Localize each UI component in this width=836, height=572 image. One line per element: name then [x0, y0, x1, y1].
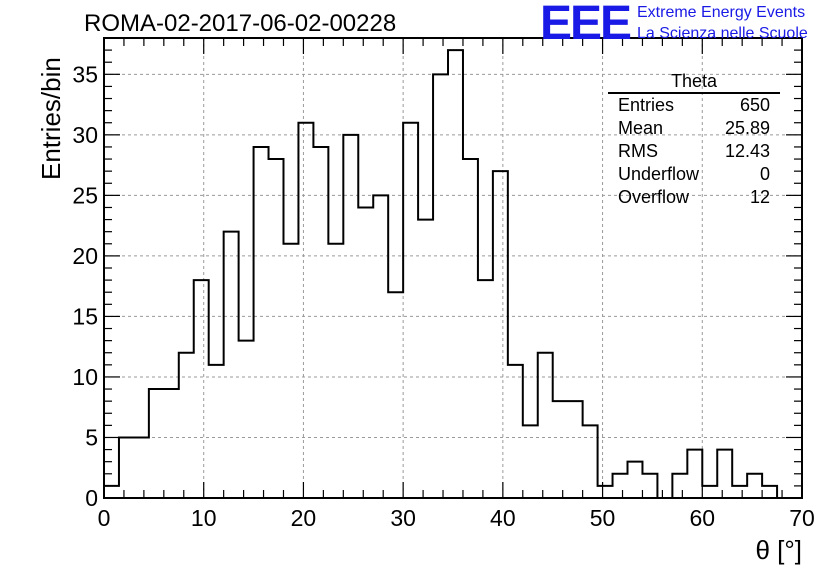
eee-logo: EEE Extreme Energy Events La Scienza nel…	[540, 0, 830, 50]
y-tick-label: 30	[72, 122, 98, 148]
stats-label: Entries	[618, 95, 675, 115]
logo-line-2: La Scienza nelle Scuole	[637, 25, 808, 42]
stats-row-mean: Mean 25.89	[610, 117, 778, 140]
stats-title: Theta	[608, 70, 780, 94]
y-tick-label: 25	[72, 182, 98, 208]
x-tick-label: 70	[789, 505, 815, 531]
y-axis-label: Entries/bin	[6, 57, 66, 190]
stats-value: 12.43	[724, 141, 770, 161]
stats-row-underflow: Underflow 0	[610, 163, 778, 186]
stats-row-entries: Entries 650	[610, 94, 778, 117]
y-axis-label-text: Entries/bin	[36, 57, 66, 180]
y-tick-label: 10	[72, 364, 98, 390]
tick-labels: 0 10 20 30 40 50 60 70 0 5 10 15 20 25 30 35	[72, 61, 814, 531]
stats-value: 0	[759, 164, 770, 184]
y-tick-label: 0	[85, 485, 98, 511]
histogram-outline	[103, 49, 779, 499]
x-tick-label: 30	[390, 505, 416, 531]
stats-row-overflow: Overflow 12	[610, 186, 778, 209]
stats-row-rms: RMS 12.43	[610, 140, 778, 163]
y-tick-label: 20	[72, 243, 98, 269]
stats-box: Theta Entries 650 Mean 25.89 RMS 12.43 U…	[608, 70, 780, 209]
eee-logo-mark: EEE	[540, 0, 632, 50]
logo-line-1: Extreme Energy Events	[637, 4, 806, 21]
y-tick-label: 35	[72, 61, 98, 87]
y-tick-label: 5	[85, 424, 98, 450]
x-tick-label: 50	[590, 505, 616, 531]
axis-ticks	[103, 37, 803, 499]
x-tick-label: 20	[291, 505, 317, 531]
x-tick-label: 40	[490, 505, 516, 531]
x-tick-label: 60	[689, 505, 715, 531]
stats-label: RMS	[618, 141, 658, 161]
plot-title: ROMA-02-2017-06-02-00228	[84, 10, 397, 37]
stats-value: 25.89	[724, 118, 770, 138]
stats-value: 650	[739, 95, 770, 115]
y-tick-label: 15	[72, 303, 98, 329]
stats-value: 12	[749, 187, 770, 207]
x-axis-label: θ [°]	[755, 535, 802, 565]
x-tick-label: 10	[191, 505, 217, 531]
stats-label: Mean	[618, 118, 664, 138]
stats-label: Overflow	[618, 187, 690, 207]
x-tick-label: 0	[98, 505, 111, 531]
stats-label: Underflow	[618, 164, 700, 184]
